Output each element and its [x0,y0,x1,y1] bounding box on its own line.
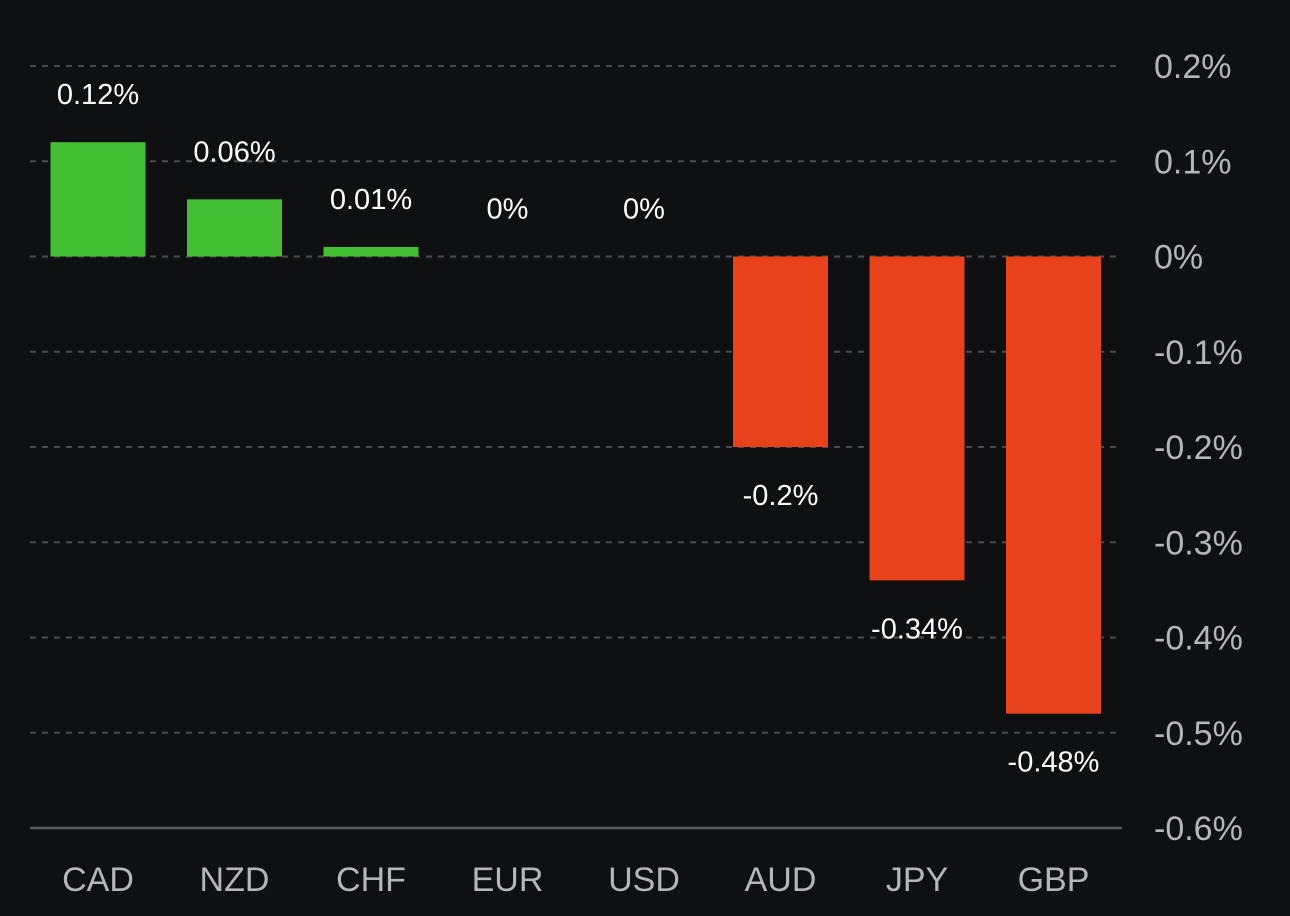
value-label-jpy: -0.34% [871,613,963,645]
category-label-chf: CHF [336,861,406,899]
y-tick-label: -0.3% [1154,524,1243,562]
category-label-eur: EUR [472,861,544,899]
bar-nzd [187,199,282,257]
bars [50,142,1101,714]
category-label-jpy: JPY [886,861,948,899]
bar-cad [50,142,146,257]
bar-chf [323,246,419,257]
y-tick-label: 0.1% [1154,143,1232,181]
value-label-aud: -0.2% [743,480,819,512]
y-tick-label: -0.6% [1154,810,1243,848]
y-tick-label: 0.2% [1154,48,1232,86]
category-label-cad: CAD [62,861,134,899]
y-tick-label: -0.4% [1154,620,1243,658]
gridlines [30,65,1122,830]
value-label-eur: 0% [487,194,529,226]
value-label-cad: 0.12% [57,79,139,111]
y-tick-label: -0.2% [1154,429,1243,467]
value-label-usd: 0% [623,194,665,226]
bar-jpy [869,256,965,581]
category-label-aud: AUD [745,861,817,899]
value-label-nzd: 0.06% [193,136,275,168]
y-axis-ticks: 0.2% 0.1% 0% -0.1% -0.2% -0.3% -0.4% -0.5% -0.6% [1154,48,1243,848]
y-tick-label: -0.5% [1154,715,1243,753]
bar-gbp [1006,256,1101,714]
value-label-chf: 0.01% [330,184,412,216]
y-tick-label: 0% [1154,239,1203,277]
bar-aud [733,256,828,447]
x-axis-categories: CAD NZD CHF EUR USD AUD JPY GBP [62,861,1089,899]
value-labels: 0.12% 0.06% 0.01% 0% 0% -0.2% -0.34% -0.48% [57,79,1100,779]
value-label-gbp: -0.48% [1008,747,1100,779]
category-label-usd: USD [608,861,680,899]
y-tick-label: -0.1% [1154,334,1243,372]
category-label-nzd: NZD [200,861,270,899]
category-label-gbp: GBP [1018,861,1090,899]
